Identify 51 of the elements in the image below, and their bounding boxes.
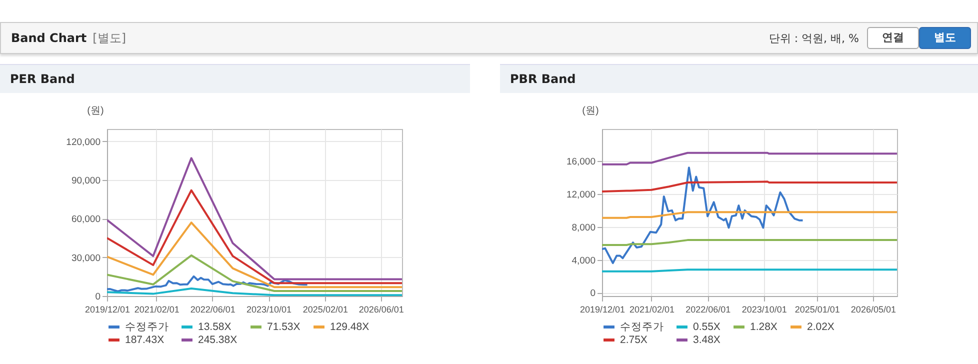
x-tick-label: 2022/06/01 [190, 304, 236, 314]
x-tick-label: 2021/02/01 [629, 304, 675, 314]
legend-label: 71.53X [267, 321, 300, 333]
legend-label: 0.55X [693, 321, 720, 333]
y-tick-label: 0 [590, 288, 596, 300]
y-axis-title: (원) [582, 106, 599, 116]
x-tick-label: 2021/02/01 [134, 304, 180, 314]
legend-label: 2.75X [620, 334, 648, 346]
y-tick-label: 12,000 [566, 189, 596, 200]
text: 단위 : 억원, 배, % [768, 31, 859, 46]
chart-title: PBR Band [500, 64, 978, 93]
y-tick-label: 4,000 [572, 255, 596, 266]
legend-label: 2.02X [807, 321, 834, 333]
text: 연결 [867, 27, 919, 49]
line-series [107, 222, 402, 288]
legend-label: 245.38X [198, 334, 238, 346]
x-tick-label: 2026/06/01 [358, 304, 404, 314]
x-tick-label: 2026/05/01 [850, 304, 896, 314]
legend-label: 3.48X [693, 334, 720, 346]
line-series [107, 275, 308, 292]
legend-label: 수정주가 [125, 321, 169, 333]
text: Band Chart [11, 31, 87, 45]
line-series [107, 254, 402, 292]
legend-label: 수정주가 [620, 321, 664, 333]
x-tick-label: 2025/01/01 [794, 304, 840, 314]
x-tick-label: 2019/12/01 [84, 304, 130, 314]
y-tick-label: 90,000 [71, 176, 100, 187]
chart-title: PER Band [0, 64, 470, 93]
legend-label: 187.43X [125, 334, 164, 346]
x-tick-label: 2025/02/01 [302, 304, 348, 314]
line-series [602, 166, 804, 264]
x-tick-label: 2022/06/01 [686, 304, 731, 314]
line-series [107, 157, 402, 280]
legend-label: 1.28X [750, 321, 778, 333]
y-tick-label: 16,000 [566, 156, 596, 168]
legend-label: 129.48X [330, 321, 370, 333]
y-tick-label: 60,000 [71, 214, 100, 226]
line-series [602, 152, 897, 166]
text: [별도] [92, 31, 126, 45]
text: 별도 [919, 27, 971, 49]
legend-label: 13.58X [198, 321, 232, 333]
y-tick-label: 8,000 [572, 222, 596, 234]
x-tick-label: 2019/12/01 [580, 304, 626, 314]
y-axis-title: (원) [87, 106, 104, 116]
y-tick-label: 30,000 [71, 252, 100, 264]
x-tick-label: 2023/10/01 [742, 304, 787, 314]
line-series [602, 180, 897, 193]
y-tick-label: 0 [95, 292, 100, 302]
line-series [107, 189, 402, 284]
x-tick-label: 2023/10/01 [246, 304, 292, 314]
y-tick-label: 120,000 [66, 136, 100, 148]
